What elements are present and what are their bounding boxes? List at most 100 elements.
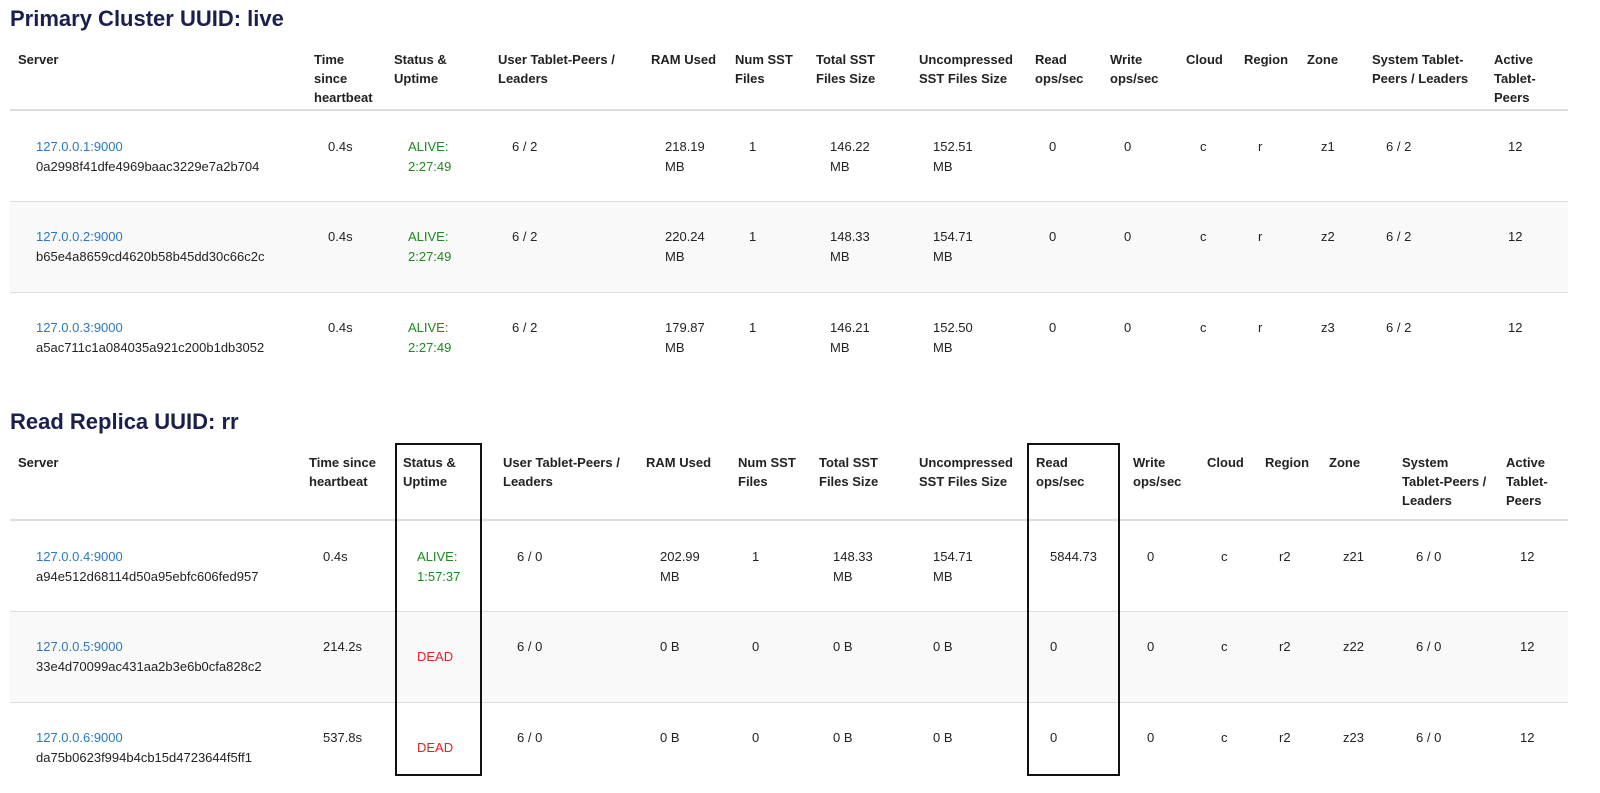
cell-user: 6 / 0: [495, 519, 638, 611]
cell-cloud: c: [1199, 519, 1257, 611]
server-link[interactable]: 127.0.0.1:9000: [36, 138, 123, 154]
value-usst: 152.50 MB: [933, 320, 973, 355]
cell-zone: z2: [1299, 200, 1364, 292]
value-write: 0: [1124, 320, 1132, 335]
value-nsst: 1: [749, 229, 757, 244]
uptime: 2:27:49: [408, 158, 452, 174]
value-active: 12: [1508, 138, 1523, 154]
value-usst: 154.71 MB: [933, 229, 973, 264]
value-region: r: [1258, 320, 1263, 335]
value-cloud: c: [1221, 639, 1228, 654]
cell-cloud: c: [1178, 109, 1236, 201]
value-ram: 0 B: [660, 730, 680, 745]
column-header-usst: Uncompressed SST Files Size: [911, 443, 1028, 521]
cell-ram: 0 B: [638, 610, 730, 702]
value-usst: 154.71 MB: [933, 548, 973, 584]
status-badge: ALIVE:: [417, 548, 458, 564]
cell-region: r2: [1257, 610, 1321, 702]
value-user: 6 / 0: [517, 548, 543, 564]
server-link[interactable]: 127.0.0.6:9000: [36, 730, 123, 745]
server-link[interactable]: 127.0.0.2:9000: [36, 229, 123, 244]
column-header-read: Read ops/sec: [1028, 443, 1125, 521]
cell-user: 6 / 0: [495, 610, 638, 702]
value-read: 5844.73: [1050, 548, 1097, 564]
cell-zone: z21: [1321, 519, 1394, 611]
column-header-nsst: Num SST Files: [727, 40, 808, 111]
status-badge: ALIVE:: [408, 320, 449, 335]
value-write: 0: [1147, 548, 1155, 564]
cell-cloud: c: [1178, 291, 1236, 383]
column-header-zone: Zone: [1299, 40, 1364, 111]
cell-status: ALIVE: 2:27:49: [386, 291, 490, 383]
cell-active: 12: [1498, 610, 1568, 702]
column-header-user: User Tablet-Peers / Leaders: [495, 443, 638, 521]
cell-active: 12: [1486, 200, 1568, 292]
cell-nsst: 1: [727, 291, 808, 383]
value-nsst: 0: [752, 639, 760, 654]
value-ram: 220.24 MB: [665, 229, 705, 264]
server-uuid: a94e512d68114d50a95ebfc606fed957: [36, 568, 259, 584]
cell-srv: 127.0.0.2:9000 b65e4a8659cd4620b58b45dd30…: [10, 200, 306, 292]
cell-active: 12: [1498, 519, 1568, 611]
read-replica-title: Read Replica UUID: rr: [10, 409, 239, 434]
cell-usst: 0 B: [911, 610, 1028, 702]
value-write: 0: [1147, 639, 1155, 654]
value-read: 0: [1050, 639, 1058, 654]
column-header-zone: Zone: [1321, 443, 1394, 521]
server-link[interactable]: 127.0.0.5:9000: [36, 639, 123, 654]
column-header-srv: Server: [10, 443, 301, 521]
value-zone: z3: [1321, 320, 1335, 335]
uptime: 1:57:37: [417, 568, 461, 584]
column-header-tsst: Total SST Files Size: [811, 443, 911, 521]
cell-ram: 202.99 MB: [638, 519, 730, 611]
cell-nsst: 1: [727, 109, 808, 201]
cell-tsst: 146.21 MB: [808, 291, 911, 383]
cell-zone: z23: [1321, 701, 1394, 793]
column-header-status: Status & Uptime: [395, 443, 495, 521]
cell-zone: z22: [1321, 610, 1394, 702]
value-sys: 6 / 2: [1386, 320, 1412, 335]
cell-usst: 152.51 MB: [911, 109, 1027, 201]
server-link[interactable]: 127.0.0.3:9000: [36, 320, 123, 335]
cell-region: r2: [1257, 519, 1321, 611]
value-sys: 6 / 0: [1416, 639, 1442, 654]
cell-hb: 537.8s: [301, 701, 395, 793]
value-cloud: c: [1200, 320, 1207, 335]
value-zone: z21: [1343, 548, 1364, 564]
value-zone: z1: [1321, 138, 1335, 154]
cell-usst: 152.50 MB: [911, 291, 1027, 383]
server-row: 127.0.0.1:9000 0a2998f41dfe4969baac3229e7…: [10, 109, 1568, 201]
value-user: 6 / 0: [517, 730, 543, 745]
value-usst: 152.51 MB: [933, 138, 973, 174]
value-usst: 0 B: [933, 639, 953, 654]
server-row: 127.0.0.6:9000 da75b0623f994b4cb15d472364…: [10, 701, 1568, 793]
server-row: 127.0.0.2:9000 b65e4a8659cd4620b58b45dd30…: [10, 200, 1568, 292]
cell-write: 0: [1102, 200, 1178, 292]
cell-ram: 220.24 MB: [643, 200, 727, 292]
column-header-user: User Tablet-Peers / Leaders: [490, 40, 643, 111]
value-active: 12: [1508, 229, 1523, 244]
status-badge: ALIVE:: [408, 229, 449, 244]
value-hb: 0.4s: [328, 138, 353, 154]
cell-nsst: 0: [730, 610, 811, 702]
status-column-highlight: [395, 443, 482, 776]
column-header-tsst: Total SST Files Size: [808, 40, 911, 111]
value-tsst: 0 B: [833, 639, 853, 654]
value-read: 0: [1050, 730, 1058, 745]
column-header-cloud: Cloud: [1199, 443, 1257, 521]
uptime: 2:27:49: [408, 249, 452, 264]
cell-zone: z3: [1299, 291, 1364, 383]
cell-hb: 214.2s: [301, 610, 395, 702]
server-row: 127.0.0.4:9000 a94e512d68114d50a95ebfc606…: [10, 519, 1568, 611]
cell-nsst: 1: [727, 200, 808, 292]
value-user: 6 / 2: [512, 229, 538, 244]
server-uuid: da75b0623f994b4cb15d4723644f5ff1: [36, 750, 252, 765]
status-badge: DEAD: [417, 740, 454, 755]
cell-active: 12: [1486, 109, 1568, 201]
column-header-active: Active Tablet-Peers: [1486, 40, 1568, 111]
server-link[interactable]: 127.0.0.4:9000: [36, 548, 123, 564]
cell-hb: 0.4s: [306, 200, 386, 292]
value-cloud: c: [1221, 548, 1228, 564]
value-tsst: 146.21 MB: [830, 320, 870, 355]
server-uuid: b65e4a8659cd4620b58b45dd30c66c2c: [36, 249, 265, 264]
